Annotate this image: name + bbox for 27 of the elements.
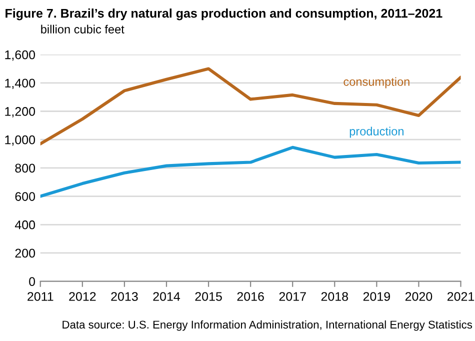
x-tick-label: 2013 [111,292,138,301]
x-tick-label: 2017 [279,292,306,301]
x-tick-label: 2021 [447,292,474,301]
y-tick-label: 1,600 [5,50,36,61]
line-series [40,146,461,198]
x-tick-label: 2011 [28,292,54,301]
series-label: consumption [344,77,410,88]
y-tick-label: 1,000 [5,135,36,146]
x-tick-label: 2012 [69,292,96,301]
x-tick-label: 2015 [195,292,222,301]
y-tick-label: 600 [15,192,36,201]
y-tick-label: 200 [15,248,36,258]
x-tick-label: 2016 [237,292,264,301]
y-tick-label: 0 [29,277,36,286]
y-axis-title: billion cubic feet [41,24,124,34]
y-tick-label: 1,400 [5,78,36,90]
line-series [40,67,461,146]
series-label: production [350,126,404,138]
source-note: Data source: U.S. Energy Information Administration, International Energy Statistics [62,320,472,331]
y-tick-label: 800 [15,164,36,173]
x-tick-label: 2019 [363,292,390,301]
x-tick-label: 2020 [405,292,432,301]
x-tick-label: 2018 [321,292,348,301]
y-tick-label: 400 [14,220,36,230]
chart-title: Figure 7. Brazil’s dry natural gas production and consumption, 2011–2021 [6,8,442,20]
y-tick-label: 1,200 [5,107,36,118]
x-tick-label: 2014 [153,292,180,301]
